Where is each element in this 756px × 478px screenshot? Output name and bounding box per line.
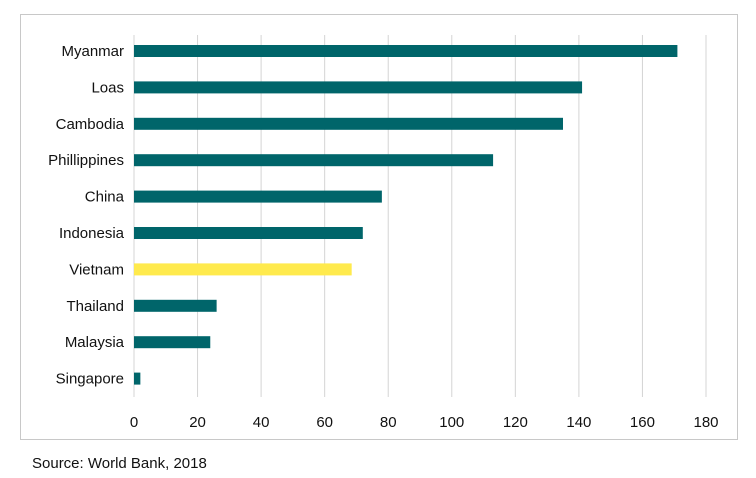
bars: [134, 45, 678, 385]
x-tick-label: 100: [439, 414, 464, 431]
category-label: Vietnam: [69, 261, 124, 278]
x-tick-label: 20: [189, 414, 206, 431]
bar: [134, 372, 141, 385]
category-labels: Myanmar Loas Cambodia Phillippines China Indo…: [48, 43, 125, 388]
bar: [134, 45, 678, 57]
x-tick-label: 180: [693, 414, 718, 431]
category-label: Malaysia: [65, 334, 125, 351]
category-label: Loas: [91, 79, 124, 96]
bar: [134, 299, 217, 312]
gridlines: [133, 35, 707, 397]
category-label: Indonesia: [59, 225, 125, 242]
x-tick-label: 120: [503, 414, 528, 431]
bar: [134, 227, 363, 239]
bar: [134, 263, 352, 276]
category-label: Myanmar: [61, 43, 124, 60]
x-tick-label: 40: [253, 414, 270, 431]
x-tick-label: 60: [316, 414, 333, 431]
category-label: Phillippines: [48, 152, 124, 169]
category-label: Singapore: [56, 371, 124, 388]
bar: [134, 154, 494, 167]
x-axis-tick-labels: 0 20 40 60 80 100 120 140 160 180: [130, 414, 719, 431]
bar: [134, 336, 211, 349]
category-label: Cambodia: [56, 116, 125, 133]
category-label: China: [85, 189, 125, 206]
chart-frame: Myanmar Loas Cambodia Phillippines China Indo…: [20, 14, 738, 440]
bar: [134, 81, 583, 94]
x-tick-label: 140: [566, 414, 591, 431]
x-tick-label: 80: [380, 414, 397, 431]
source-note: Source: World Bank, 2018: [32, 455, 207, 472]
bar: [134, 190, 382, 203]
x-tick-label: 160: [630, 414, 655, 431]
category-label: Thailand: [66, 298, 124, 315]
x-tick-label: 0: [130, 414, 138, 431]
bar: [134, 117, 563, 130]
bar-chart: Myanmar Loas Cambodia Phillippines China Indo…: [48, 35, 719, 431]
